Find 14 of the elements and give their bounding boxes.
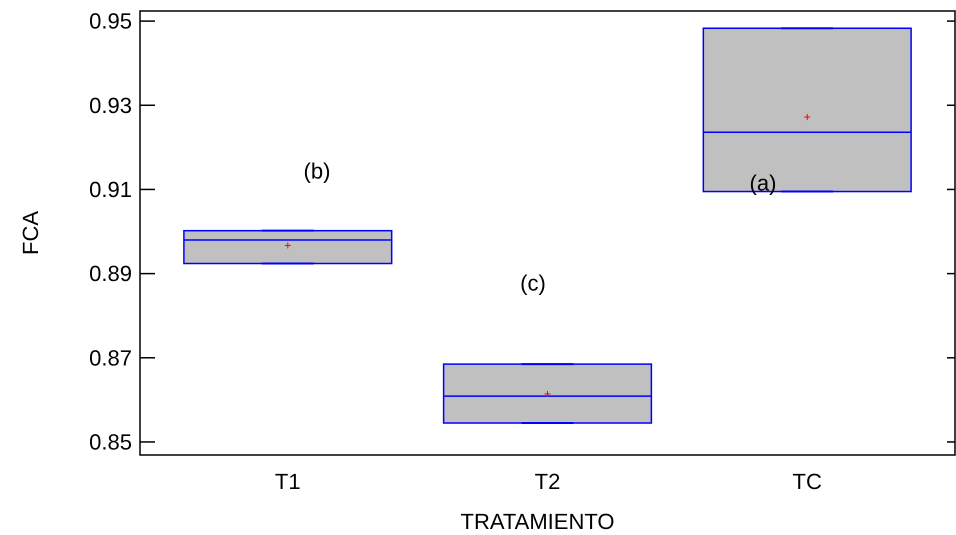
annotation: (a) bbox=[750, 170, 776, 196]
y-tick-label: 0.95 bbox=[89, 8, 132, 34]
y-tick-label: 0.93 bbox=[89, 92, 132, 118]
annotation: (b) bbox=[304, 158, 330, 184]
y-tick-label: 0.87 bbox=[89, 345, 132, 370]
x-tick-label: T1 bbox=[274, 469, 301, 494]
y-tick-label: 0.85 bbox=[89, 429, 132, 454]
annotation: (c) bbox=[520, 270, 546, 296]
y-tick-label: 0.89 bbox=[89, 261, 132, 286]
x-axis-title: TRATAMIENTO bbox=[460, 509, 614, 534]
y-axis-title: FCA bbox=[18, 210, 43, 255]
x-tick-label: T2 bbox=[534, 469, 560, 494]
x-tick-label: TC bbox=[792, 469, 822, 494]
y-tick-label: 0.91 bbox=[89, 176, 132, 202]
